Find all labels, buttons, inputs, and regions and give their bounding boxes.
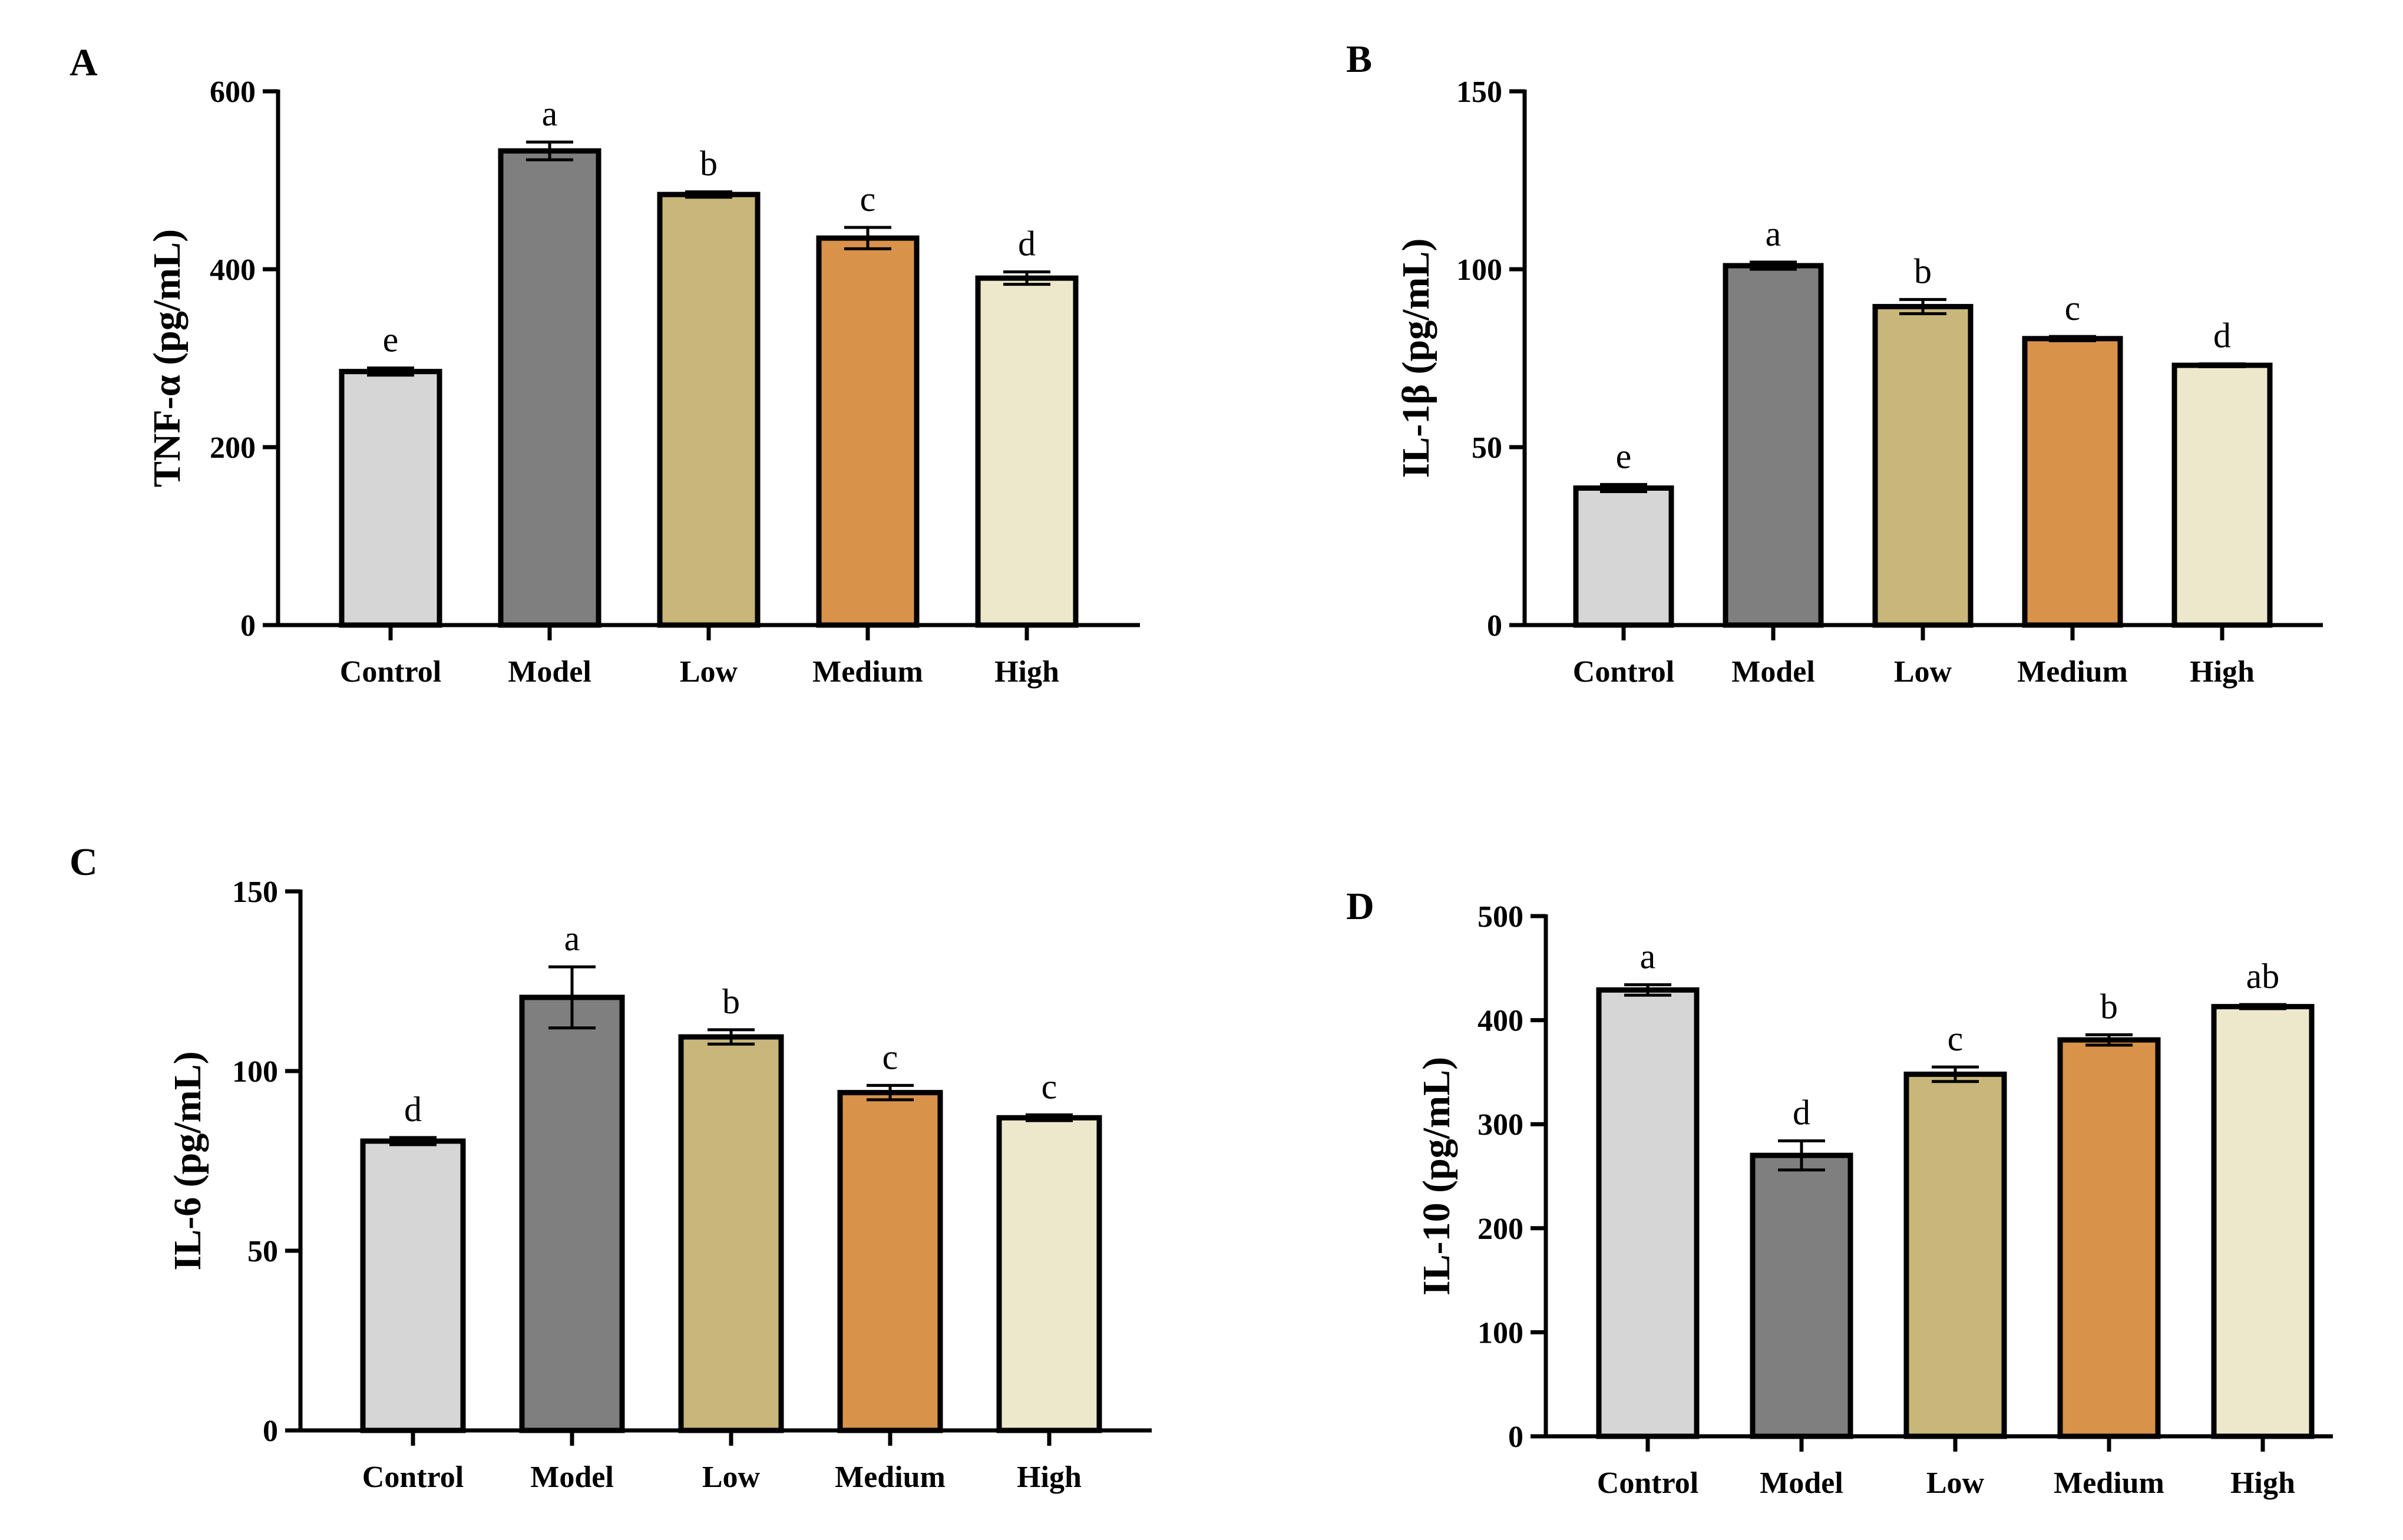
x-tick-label: Low <box>1926 1466 1985 1500</box>
x-tick-label: High <box>2230 1466 2295 1500</box>
y-tick-label: 0 <box>263 1415 278 1448</box>
y-axis-title: IL-10 (pg/mL) <box>1415 1057 1458 1296</box>
y-tick-label: 400 <box>210 253 256 287</box>
bar <box>1723 263 1824 628</box>
significance-label: c <box>1042 1067 1057 1106</box>
significance-label: d <box>2213 316 2231 355</box>
panel-letter: C <box>70 841 98 884</box>
x-tick-label: Medium <box>2017 655 2128 689</box>
x-tick-label: Control <box>340 655 441 689</box>
panel-b-chart: B 0 50 100 150 IL-1β (pg/mL) e Control a Model b Lo… <box>1346 38 2323 689</box>
significance-label: b <box>700 144 718 183</box>
y-tick-label: 150 <box>1456 75 1502 109</box>
bar <box>1750 1152 1853 1439</box>
significance-label: a <box>1640 937 1656 976</box>
y-tick-label: 50 <box>1472 431 1502 465</box>
bar <box>360 1138 466 1433</box>
bar <box>1596 987 1700 1439</box>
y-tick-label: 200 <box>1478 1212 1523 1246</box>
bar <box>339 369 442 628</box>
x-tick-label: Low <box>1894 655 1952 689</box>
bar <box>2211 1004 2315 1439</box>
significance-label: b <box>1914 252 1932 290</box>
bar <box>1903 1071 2007 1439</box>
significance-label: c <box>2065 289 2081 328</box>
y-axis-title: IL-6 (pg/mL) <box>166 1051 209 1270</box>
significance-label: c <box>882 1037 898 1076</box>
y-tick-label: 100 <box>1478 1316 1523 1350</box>
x-tick-label: Model <box>1731 655 1815 689</box>
bar <box>837 1090 943 1433</box>
x-tick-label: Control <box>1573 655 1674 689</box>
significance-label: a <box>1766 214 1781 253</box>
y-tick-label: 150 <box>232 875 278 909</box>
significance-label: ab <box>2246 957 2280 996</box>
bar <box>519 994 625 1433</box>
bar <box>1872 303 1974 628</box>
x-tick-label: Medium <box>812 655 923 689</box>
y-tick-label: 300 <box>1478 1108 1523 1142</box>
bar <box>975 275 1079 628</box>
y-tick-label: 100 <box>232 1055 278 1089</box>
significance-label: a <box>542 94 558 133</box>
x-tick-label: Medium <box>835 1460 946 1494</box>
bar <box>996 1115 1102 1433</box>
x-tick-label: Model <box>1760 1466 1843 1500</box>
y-tick-label: 50 <box>247 1235 278 1268</box>
panel-letter: B <box>1346 38 1372 81</box>
y-tick-label: 400 <box>1478 1004 1523 1038</box>
significance-label: e <box>383 320 399 359</box>
y-axis-title: IL-1β (pg/mL) <box>1394 239 1437 478</box>
x-tick-label: Low <box>680 655 738 689</box>
x-tick-label: Model <box>508 655 591 689</box>
bar <box>2022 336 2123 628</box>
x-tick-label: Model <box>530 1460 614 1494</box>
bar <box>498 148 601 628</box>
y-axis-title: TNF-α (pg/mL) <box>146 229 189 487</box>
bar <box>2171 362 2273 628</box>
panel-a-chart: A 0 200 400 600 TNF-α (pg/mL) e Control a Model b L… <box>70 41 1140 689</box>
panel-letter: A <box>70 41 98 84</box>
significance-label: c <box>860 180 876 219</box>
significance-label: c <box>1948 1019 1964 1058</box>
bar <box>657 191 761 628</box>
y-tick-label: 500 <box>1478 900 1523 934</box>
significance-label: d <box>404 1090 422 1129</box>
y-tick-label: 600 <box>210 75 256 109</box>
significance-label: d <box>1793 1093 1810 1132</box>
x-tick-label: Medium <box>2054 1466 2164 1500</box>
bar <box>816 235 920 628</box>
x-tick-label: Control <box>1597 1466 1698 1500</box>
y-tick-label: 100 <box>1456 253 1502 287</box>
significance-label: b <box>2100 987 2118 1026</box>
panel-letter: D <box>1346 885 1374 928</box>
y-tick-label: 0 <box>240 609 256 643</box>
x-tick-label: Low <box>702 1460 761 1494</box>
y-tick-label: 0 <box>1487 609 1502 643</box>
bar <box>2057 1037 2161 1439</box>
x-tick-label: High <box>1017 1460 1082 1494</box>
y-tick-label: 0 <box>1508 1420 1523 1454</box>
panel-d-chart: D 0 100 200 300 400 500 IL-10 (pg/mL) a Control d M… <box>1346 885 2333 1500</box>
bar <box>678 1034 784 1433</box>
panel-c-chart: C 0 50 100 150 IL-6 (pg/mL) d Control a Model b Low… <box>70 841 1152 1494</box>
x-tick-label: High <box>2190 655 2255 689</box>
significance-label: a <box>564 919 580 958</box>
x-tick-label: High <box>994 655 1059 689</box>
bar <box>1573 485 1674 628</box>
y-tick-label: 200 <box>210 431 256 465</box>
significance-label: b <box>722 982 740 1021</box>
significance-label: e <box>1616 437 1632 475</box>
significance-label: d <box>1018 224 1036 263</box>
x-tick-label: Control <box>362 1460 464 1494</box>
